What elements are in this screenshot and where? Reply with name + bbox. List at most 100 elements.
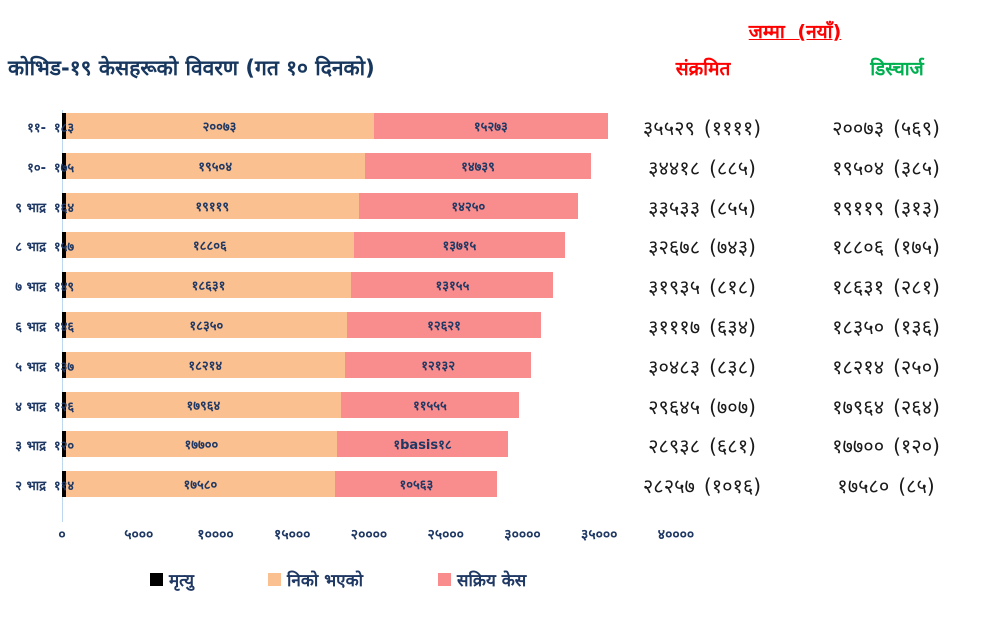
infected-total-value: ३३५३३ (८५५) <box>617 194 787 221</box>
discharged-new-number: (५६९) <box>893 116 940 140</box>
legend-swatch-icon <box>268 573 281 586</box>
discharged-total-value: १८८०६ (१७५) <box>806 233 966 260</box>
category-label: १०- <box>27 160 46 176</box>
infected-total-value: ३४४१८ (८८५) <box>617 154 787 181</box>
x-axis-tick-label: ३०००० <box>504 527 541 543</box>
infected-total-value: ३१११७ (६३४) <box>617 313 787 340</box>
x-axis-tick-label: २०००० <box>350 527 388 543</box>
recovered-bar-segment: १८६३१ <box>65 272 352 299</box>
bar-row: १७७०० १basis१८ <box>62 431 508 458</box>
recovered-bar-segment-label: १८३५० <box>189 319 224 334</box>
death-bar-segment-label: १२६ <box>53 399 75 415</box>
active-bar-segment: १२१३२ <box>345 351 532 378</box>
discharged-total-number: २००७३ <box>832 116 885 140</box>
active-bar-segment: ११५५५ <box>341 391 519 418</box>
legend-item: सक्रिय केस <box>438 568 526 591</box>
discharged-total-value: १९११९ (३१३) <box>806 194 966 221</box>
discharged-new-number: (८५) <box>898 474 935 499</box>
discharged-total-number: १८२१४ <box>832 354 885 379</box>
recovered-bar-segment-label: १८२१४ <box>188 358 223 374</box>
recovered-bar-segment-label: २००७३ <box>202 120 237 135</box>
infected-total-value: ३५५२९ (११११) <box>617 114 787 141</box>
category-label: ८ भाद्र <box>15 240 46 256</box>
infected-total-value: २९६४५ (७०७) <box>617 393 787 420</box>
active-bar-segment-label: १०५६३ <box>399 478 434 494</box>
discharged-new-number: (३१३) <box>893 195 940 220</box>
infected-new-number: (६३४) <box>709 315 756 339</box>
active-bar-segment: १४७३९ <box>364 152 592 179</box>
active-bar-segment: १५२७३ <box>373 113 609 139</box>
x-axis-tick-label: २५००० <box>427 527 464 543</box>
discharged-total-value: १८२१४ (२५०) <box>806 353 966 380</box>
active-bar-segment: १४२५० <box>358 192 578 219</box>
category-label: ९ भाद्र <box>15 200 46 216</box>
death-bar-segment <box>62 152 66 179</box>
death-bar-segment <box>62 471 66 498</box>
death-bar-segment <box>62 192 66 219</box>
active-bar-segment-label: १२१३२ <box>421 358 456 374</box>
infected-total-number: ३०४८३ <box>648 354 701 379</box>
active-bar-segment-label: १४७३९ <box>461 159 495 175</box>
recovered-bar-segment-label: १९११९ <box>195 199 230 215</box>
bar-row: २००७३ १५२७३ <box>62 113 609 139</box>
category-label: २ भाद्र <box>15 479 46 495</box>
recovered-bar-segment: १७९६४ <box>65 391 342 418</box>
infected-new-number: (११११) <box>703 116 762 140</box>
legend-item: निको भएको <box>268 568 363 591</box>
category-label: ३ भाद्र <box>15 439 46 455</box>
death-bar-segment-label: १७५ <box>53 160 75 176</box>
discharged-total-value: १७५८० (८५) <box>806 472 966 499</box>
discharged-new-number: (२५०) <box>893 354 940 379</box>
active-bar-segment: १३१५५ <box>351 272 554 299</box>
infected-new-number: (१०१६) <box>703 474 762 499</box>
recovered-bar-segment-label: १७५८० <box>183 478 218 494</box>
discharged-total-number: १८६३१ <box>832 275 885 300</box>
bar-row: १८२१४ १२१३२ <box>62 351 532 378</box>
legend-label: मृत्यु <box>169 571 194 591</box>
infected-total-number: ३४४१८ <box>648 155 701 180</box>
active-bar-segment: १०५६३ <box>335 471 498 498</box>
bar-row: १८३५० १२६२१ <box>62 312 541 338</box>
recovered-bar-segment: १७५८० <box>65 471 336 498</box>
recovered-bar-segment-label: १८६३१ <box>191 279 226 295</box>
death-bar-segment <box>62 351 66 378</box>
infected-new-number: (६८१) <box>709 434 756 459</box>
discharged-total-number: १८३५० <box>832 315 885 339</box>
infected-total-number: ३३५३३ <box>648 195 701 220</box>
infected-total-value: ३१९३५ (८१८) <box>617 273 787 300</box>
death-bar-segment-label: १३७ <box>53 359 75 375</box>
recovered-bar-segment: २००७३ <box>65 113 374 139</box>
discharged-total-number: १७९६४ <box>832 394 885 419</box>
infected-total-number: ३१९३५ <box>648 275 701 300</box>
x-axis-tick-label: ३५००० <box>581 527 618 543</box>
active-bar-segment-label: १३७१५ <box>442 239 477 255</box>
x-axis-tick-label: १५००० <box>274 527 311 543</box>
bar-row: १९११९ १४२५० <box>62 192 578 219</box>
active-bar-segment-label: १basis१८ <box>393 438 452 454</box>
infected-new-number: (७०७) <box>709 394 756 419</box>
discharged-new-number: (३८५) <box>893 155 940 180</box>
death-bar-segment-label: १५७ <box>53 240 75 256</box>
legend-item: मृत्यु <box>150 568 194 591</box>
total-new-header: जम्मा (नयाँ) <box>748 21 842 43</box>
category-label: ५ भाद्र <box>15 359 46 375</box>
discharged-total-number: १७७०० <box>832 434 885 459</box>
infected-total-value: २८९३८ (६८१) <box>617 432 787 459</box>
x-axis-tick-label: ० <box>58 527 66 543</box>
discharged-new-number: (२८१) <box>893 275 940 300</box>
recovered-bar-segment-label: १८८०६ <box>192 239 227 255</box>
infected-total-number: २९६४५ <box>648 394 701 419</box>
discharged-total-number: १७५८० <box>837 474 890 499</box>
discharged-new-number: (१३६) <box>893 315 940 339</box>
category-label: ४ भाद्र <box>15 399 46 415</box>
category-label: ११- <box>27 121 46 136</box>
discharged-column-header: डिस्चार्ज <box>870 58 924 80</box>
recovered-bar-segment: १८३५० <box>65 312 348 338</box>
active-bar-segment-label: १३१५५ <box>435 279 470 295</box>
recovered-bar-segment: १८२१४ <box>65 351 346 378</box>
infected-total-number: ३२६७८ <box>648 235 701 260</box>
death-bar-segment <box>62 431 66 458</box>
death-bar-segment-label: १२० <box>53 439 75 455</box>
legend-swatch-icon <box>150 573 163 586</box>
